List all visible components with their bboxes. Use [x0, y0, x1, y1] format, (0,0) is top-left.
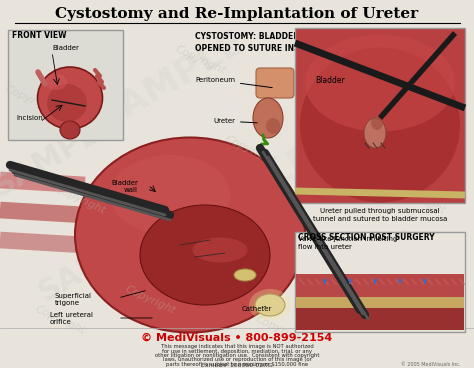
- Ellipse shape: [60, 121, 80, 139]
- FancyBboxPatch shape: [296, 308, 464, 330]
- Text: FRONT VIEW: FRONT VIEW: [12, 31, 66, 40]
- Ellipse shape: [234, 269, 256, 281]
- Ellipse shape: [192, 237, 247, 262]
- Text: Bladder: Bladder: [315, 76, 345, 85]
- Text: Exhibit# 100060-02XG: Exhibit# 100060-02XG: [201, 363, 273, 368]
- Text: Copyright: Copyright: [393, 184, 447, 216]
- Text: for use in settlement, deposition, mediation, trial, or any: for use in settlement, deposition, media…: [162, 348, 312, 354]
- Ellipse shape: [300, 47, 460, 202]
- Ellipse shape: [140, 205, 270, 305]
- Text: SAMPLE: SAMPLE: [0, 108, 122, 202]
- Text: Catheter: Catheter: [242, 306, 273, 312]
- Text: CROSS SECTION POST SURGERY: CROSS SECTION POST SURGERY: [298, 233, 435, 242]
- Ellipse shape: [47, 84, 87, 122]
- Ellipse shape: [110, 155, 230, 235]
- FancyBboxPatch shape: [295, 28, 465, 203]
- Text: Cystostomy and Re-Implantation of Ureter: Cystostomy and Re-Implantation of Ureter: [55, 7, 419, 21]
- FancyBboxPatch shape: [295, 232, 465, 332]
- Text: SAMPLE: SAMPLE: [303, 53, 437, 147]
- Text: Copyright: Copyright: [223, 134, 277, 166]
- Ellipse shape: [371, 116, 383, 130]
- Text: Valve-like junction inhibiting
flow into ureter: Valve-like junction inhibiting flow into…: [298, 236, 397, 250]
- Text: Incision: Incision: [16, 115, 43, 121]
- Text: Copyright: Copyright: [53, 184, 107, 216]
- FancyBboxPatch shape: [296, 297, 464, 309]
- Ellipse shape: [266, 118, 280, 134]
- Text: Bladder: Bladder: [52, 45, 79, 51]
- Text: Copyright: Copyright: [353, 64, 407, 96]
- Text: Copyright: Copyright: [3, 84, 57, 116]
- Text: Copyright: Copyright: [123, 284, 177, 316]
- Text: This message indicates that this image is NOT authorized: This message indicates that this image i…: [161, 344, 313, 349]
- Ellipse shape: [37, 67, 102, 129]
- Ellipse shape: [75, 138, 305, 333]
- Text: Peritoneum: Peritoneum: [195, 77, 272, 88]
- Text: other litigation or nonlitigation use.  Consistent with copyright: other litigation or nonlitigation use. C…: [155, 353, 319, 358]
- Ellipse shape: [253, 98, 283, 138]
- Text: Ureter: Ureter: [213, 118, 257, 124]
- FancyBboxPatch shape: [256, 68, 294, 98]
- Text: CYSTOSTOMY: BLADDER
OPENED TO SUTURE INSIDE: CYSTOSTOMY: BLADDER OPENED TO SUTURE INS…: [195, 32, 314, 53]
- Text: parts thereof) is subject to a maximum $150,000 fine: parts thereof) is subject to a maximum $…: [166, 362, 308, 367]
- Ellipse shape: [249, 289, 291, 321]
- Ellipse shape: [255, 294, 285, 316]
- Text: Bladder
wall: Bladder wall: [111, 180, 138, 194]
- Text: Superficial
trigone: Superficial trigone: [55, 293, 92, 307]
- Text: SAMPLE: SAMPLE: [160, 139, 319, 251]
- Text: laws, unauthorized use or reproduction of this image (or: laws, unauthorized use or reproduction o…: [163, 357, 311, 362]
- Ellipse shape: [45, 74, 67, 90]
- FancyBboxPatch shape: [296, 274, 464, 299]
- Text: Copyright: Copyright: [33, 304, 87, 336]
- Text: Left ureteral
orifice: Left ureteral orifice: [50, 312, 93, 326]
- Text: Copyright: Copyright: [173, 44, 227, 76]
- Text: Copyright: Copyright: [253, 314, 307, 346]
- Text: SAMPLE: SAMPLE: [299, 226, 421, 314]
- Ellipse shape: [364, 118, 386, 148]
- Text: SAMPLE: SAMPLE: [91, 24, 250, 136]
- Text: © MediVisuals • 800-899-2154: © MediVisuals • 800-899-2154: [141, 333, 333, 343]
- Text: Ureter pulled through submucosal
tunnel and sutured to bladder mucosa: Ureter pulled through submucosal tunnel …: [313, 208, 447, 222]
- FancyBboxPatch shape: [8, 30, 123, 140]
- Text: SAMPLE: SAMPLE: [33, 213, 167, 307]
- Text: Copyright: Copyright: [293, 244, 347, 276]
- Text: © 2005 MediVisuals Inc.: © 2005 MediVisuals Inc.: [401, 362, 460, 367]
- Ellipse shape: [305, 35, 455, 131]
